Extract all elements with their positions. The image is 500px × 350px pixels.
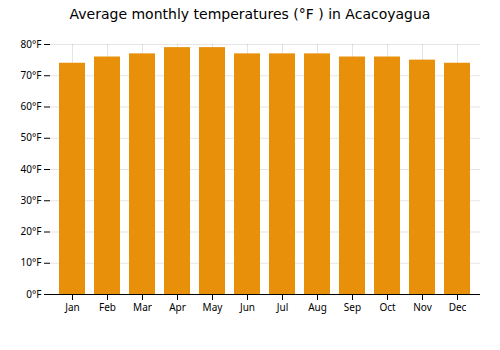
svg-text:Apr: Apr <box>169 300 186 314</box>
svg-text:50°F: 50°F <box>21 130 42 144</box>
svg-text:60°F: 60°F <box>21 99 42 113</box>
svg-text:Jun: Jun <box>239 300 255 314</box>
svg-text:30°F: 30°F <box>21 193 42 207</box>
svg-text:May: May <box>203 300 224 314</box>
html-text:Average monthly temperatures (: Average monthly temperatures (°F ) in Ac… <box>69 6 431 22</box>
svg-text:Aug: Aug <box>308 300 327 314</box>
svg-text:80°F: 80°F <box>21 37 42 51</box>
svg-text:Oct: Oct <box>379 300 396 314</box>
svg-text:20°F: 20°F <box>21 224 42 238</box>
svg-text:Nov: Nov <box>413 300 432 314</box>
svg-text:Jul: Jul <box>276 300 289 314</box>
svg-text:10°F: 10°F <box>21 255 42 269</box>
svg-text:0°F: 0°F <box>26 287 41 301</box>
svg-text:70°F: 70°F <box>21 68 42 82</box>
svg-text:Jan: Jan <box>64 300 80 314</box>
svg-text:Dec: Dec <box>449 300 467 314</box>
svg-text:40°F: 40°F <box>21 162 42 176</box>
svg-text:Feb: Feb <box>99 300 116 314</box>
svg-text:Mar: Mar <box>133 300 152 314</box>
svg-text:Sep: Sep <box>344 300 361 314</box>
